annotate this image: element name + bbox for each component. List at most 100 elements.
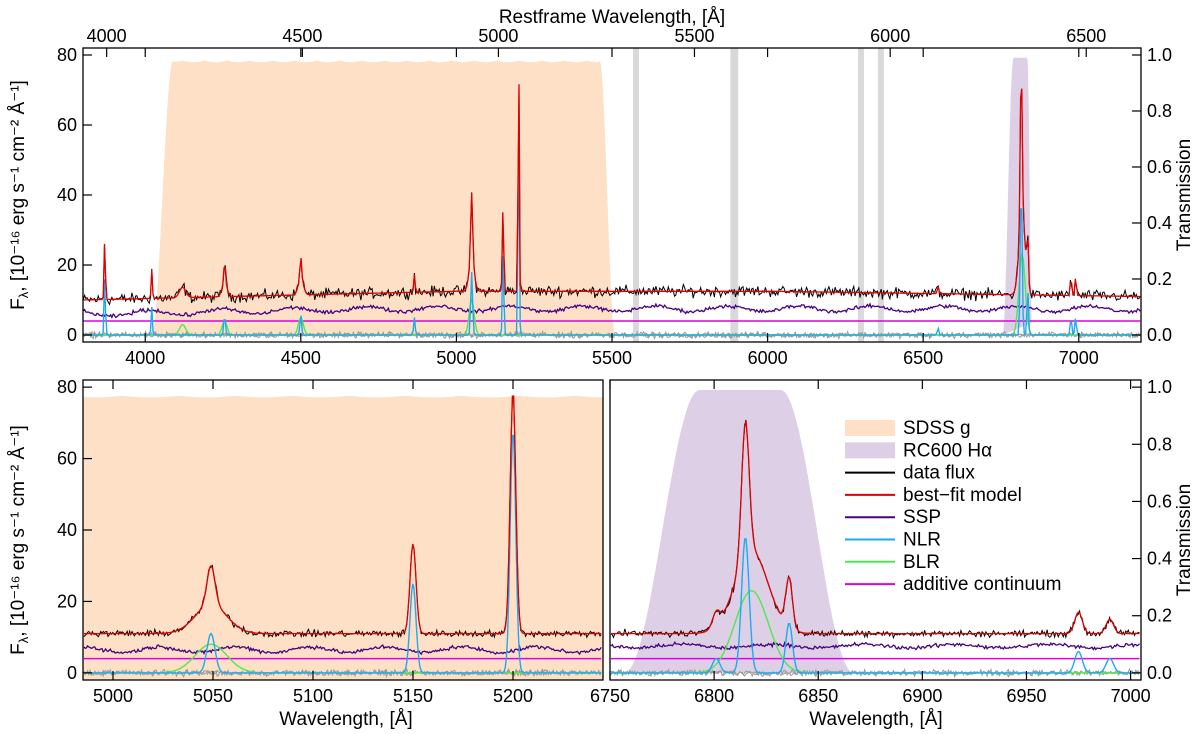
x-tick-label: 7000	[1059, 348, 1099, 368]
x-tick-label: 5200	[493, 686, 533, 706]
legend-label-text: SSP	[903, 507, 941, 528]
top-panel: 4000 4500 5000 5500 6000 6500 7000 4000 4500 5000…	[8, 7, 1195, 368]
bottom-right-y2-axis-label: Transmission	[1174, 484, 1195, 596]
legend-label: NLR	[903, 530, 941, 551]
y2-tick-label: 0.2	[1147, 606, 1172, 626]
bottom-right-panel: 6750 6800 6850 6900 6950 7000 0.0 0.2 0.4 0.6 0.8 1…	[590, 377, 1195, 730]
top-x-tick-label: 5500	[674, 26, 714, 46]
x-tick-label: 6500	[903, 348, 943, 368]
bottom-left-axis-ticks: 5000 5050 5100 5150 5200 0 20 40 60 80	[57, 377, 533, 706]
legend-label-text: SDSS g	[903, 418, 971, 439]
x-tick-label: 5050	[193, 686, 233, 706]
sdss-g-filter-fill	[83, 395, 603, 680]
x-tick-label: 4000	[125, 348, 165, 368]
legend-label-text: data flux	[903, 463, 975, 484]
x-tick-label: 4500	[281, 348, 321, 368]
bottom-left-filter-fill	[83, 395, 603, 680]
y-tick-label: 0	[67, 325, 77, 345]
y2-tick-label: 1.0	[1147, 377, 1172, 397]
best-fit-model-line	[83, 84, 1141, 301]
y2-tick-label: 0.4	[1147, 549, 1172, 569]
x-tick-label: 5100	[293, 686, 333, 706]
legend-label: SSP	[903, 507, 941, 528]
bottom-left-y-axis-label: Fλ, [10⁻¹⁶ erg s⁻¹ cm⁻² Å⁻¹]	[8, 425, 31, 655]
ssp-line	[83, 644, 602, 656]
x-tick-label: 6750	[590, 686, 630, 706]
bottom-left-panel: 5000 5050 5100 5150 5200 0 20 40 60 80 Wavelength…	[8, 377, 604, 730]
top-y-axis-label: Fλ, [10⁻¹⁶ erg s⁻¹ cm⁻² Å⁻¹]	[8, 80, 31, 310]
legend-swatch	[845, 442, 895, 459]
x-tick-label: 5000	[93, 686, 133, 706]
legend-label-symbol: α	[981, 440, 992, 461]
y-tick-label: 60	[57, 115, 77, 135]
bottom-right-spectrum-lines	[610, 419, 1140, 679]
y2-tick-label: 0.6	[1147, 491, 1172, 511]
y2-tick-label: 0.8	[1147, 434, 1172, 454]
y-tick-label: 40	[57, 520, 77, 540]
ssp-line	[610, 640, 1140, 651]
legend-label: additive continuum	[903, 574, 1061, 595]
top-x-tick-label: 5000	[478, 26, 518, 46]
x-tick-label: 6850	[798, 686, 838, 706]
x-tick-label: 5150	[393, 686, 433, 706]
legend-swatch	[845, 420, 895, 436]
bottom-left-spectrum-lines	[83, 394, 602, 679]
top-x-tick-label: 6000	[870, 26, 910, 46]
x-tick-label: 6000	[748, 348, 788, 368]
nlr-line	[84, 434, 602, 674]
top-sky-line-bands	[632, 48, 884, 342]
top-y2-axis-label: Transmission	[1174, 139, 1195, 251]
x-tick-label: 7000	[1111, 686, 1151, 706]
x-tick-label: 5500	[592, 348, 632, 368]
y2-tick-label: 0.4	[1147, 213, 1172, 233]
y2-tick-label: 0.2	[1147, 269, 1172, 289]
legend-label: best−fit model	[903, 485, 1022, 506]
x-tick-label: 6950	[1006, 686, 1046, 706]
bottom-right-x-axis-label: Wavelength, [Å]	[809, 709, 942, 730]
legend-label-text: RC600 H	[903, 440, 981, 461]
legend-label: RC600 Hα	[903, 440, 992, 461]
sky-line-band	[632, 48, 639, 342]
y-tick-label: 80	[57, 377, 77, 397]
y2-tick-label: 0.8	[1147, 101, 1172, 121]
legend-label-text: NLR	[903, 530, 941, 551]
x-tick-label: 6800	[694, 686, 734, 706]
sdss-g-filter-fill	[151, 60, 615, 335]
top-axis-ticks: 4000 4500 5000 5500 6000 6500 7000 4000 4500 5000…	[57, 26, 1172, 368]
legend-label-text: best−fit model	[903, 485, 1022, 506]
y2-tick-label: 1.0	[1147, 45, 1172, 65]
y-tick-label: 0	[67, 663, 77, 683]
y2-tick-label: 0.0	[1147, 663, 1172, 683]
best-fit-model-line	[84, 395, 602, 635]
ssp-line	[82, 302, 1141, 320]
y-tick-label: 80	[57, 45, 77, 65]
sky-line-band	[732, 48, 739, 342]
bottom-left-x-axis-label: Wavelength, [Å]	[279, 709, 412, 730]
data-flux-line	[610, 419, 1140, 640]
bottom-right-axis-ticks: 6750 6800 6850 6900 6950 7000 0.0 0.2 0.4 0.6 0.8 1…	[590, 377, 1172, 706]
y-tick-label: 60	[57, 449, 77, 469]
legend-label: data flux	[903, 463, 975, 484]
top-x-tick-label: 4000	[87, 26, 127, 46]
y-tick-label: 20	[57, 255, 77, 275]
legend-label: BLR	[903, 552, 940, 573]
bottom-right-plot-frame	[609, 379, 1142, 681]
y2-tick-label: 0.6	[1147, 157, 1172, 177]
sky-line-band	[877, 48, 884, 342]
legend-label-text: BLR	[903, 552, 940, 573]
top-x-tick-label: 4500	[282, 26, 322, 46]
y-tick-label: 40	[57, 185, 77, 205]
legend-label-text: additive continuum	[903, 574, 1061, 595]
x-tick-label: 5000	[436, 348, 476, 368]
sky-line-band	[857, 48, 864, 342]
legend-label: SDSS g	[903, 418, 971, 439]
y2-tick-label: 0.0	[1147, 325, 1172, 345]
y-tick-label: 20	[57, 591, 77, 611]
nlr-line	[611, 538, 1140, 674]
top-x-tick-label: 6500	[1066, 26, 1106, 46]
x-tick-label: 6900	[902, 686, 942, 706]
best-fit-model-line	[611, 420, 1140, 635]
top-x-axis-label: Restframe Wavelength, [Å]	[499, 7, 725, 28]
